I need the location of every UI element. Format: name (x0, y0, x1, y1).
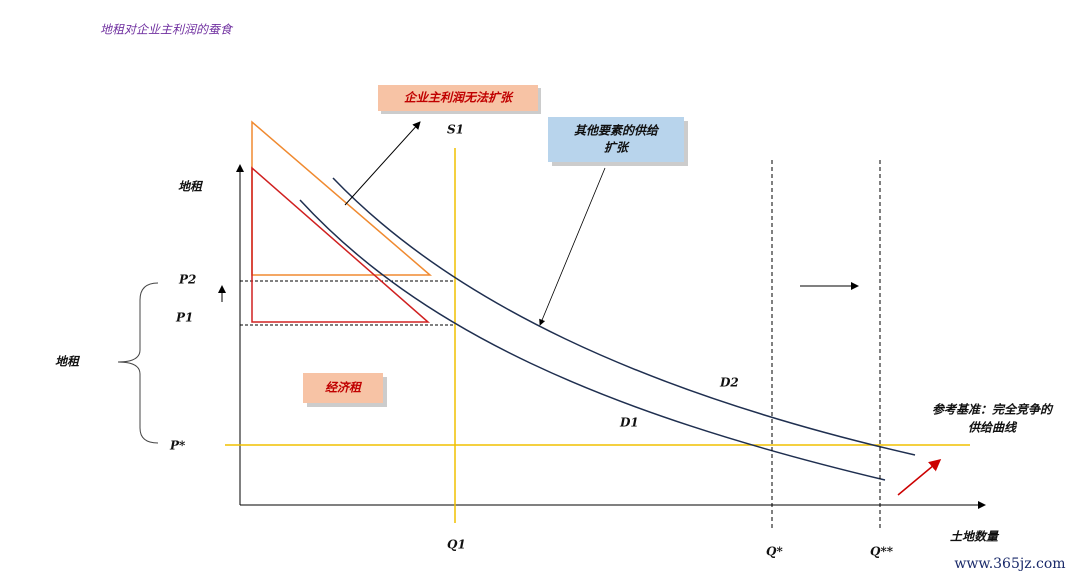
red-arrow (897, 459, 942, 496)
brace (117, 282, 159, 444)
p-star-label: P* (169, 439, 186, 453)
d2-label: D2 (719, 376, 739, 390)
title: 地租对企业主利润的蚕食 (100, 23, 234, 37)
supply-arrow (539, 167, 606, 326)
supply-box-text: 其他要素的供给 (574, 124, 660, 138)
q-double-star-label: Q** (870, 545, 894, 559)
d1-label: D1 (619, 416, 639, 430)
brace-label: 地租 (55, 355, 81, 369)
profit-box-text: 企业主利润无法扩张 (404, 91, 514, 105)
d1-curve (299, 199, 886, 481)
profit-box (378, 85, 538, 111)
d2-curve (332, 177, 916, 456)
p2-label: P2 (178, 273, 196, 287)
rent-triangle (251, 166, 430, 323)
profit-arrow (344, 121, 421, 206)
q1-label: Q1 (447, 538, 466, 552)
supply-box (548, 117, 684, 162)
profit-triangle (251, 120, 433, 276)
reference-text: 供给曲线 (968, 421, 1018, 435)
y-label: 地租 (178, 180, 204, 194)
q-star-label: Q* (766, 545, 783, 559)
watermark: www.365jz.com (954, 556, 1065, 572)
rent-box (303, 373, 383, 403)
supply-box-text: 扩张 (604, 141, 630, 155)
p1-label: P1 (175, 311, 193, 325)
s1-label: S1 (447, 123, 464, 137)
x-label: 土地数量 (950, 530, 1000, 544)
rent-box-text: 经济租 (325, 381, 363, 395)
reference-text: 参考基准：完全竞争的 (932, 403, 1054, 417)
